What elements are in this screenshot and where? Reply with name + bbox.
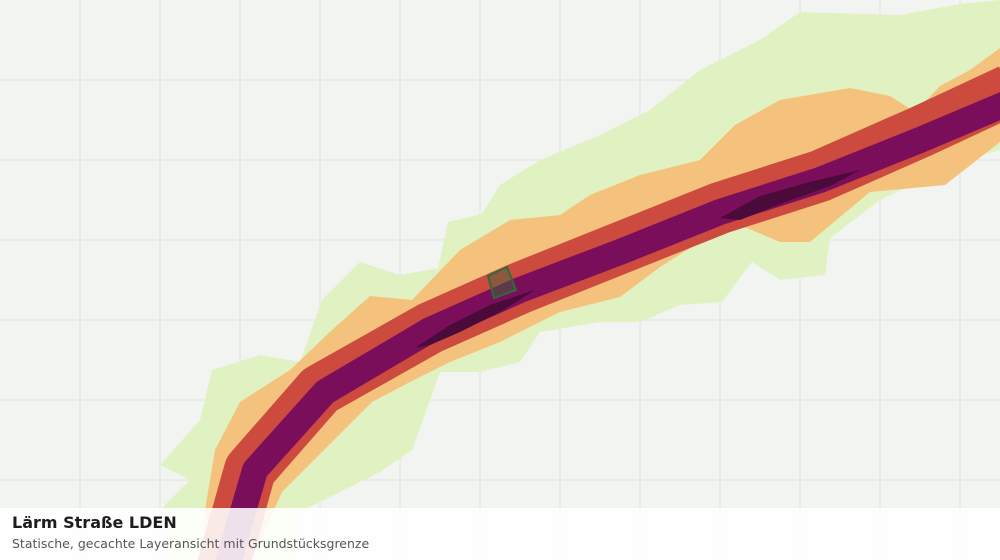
noise-zone-extreme <box>720 170 860 220</box>
caption-panel <box>0 508 1000 560</box>
noise-zone-extreme <box>415 290 535 348</box>
noise-zone-very-high <box>215 92 1000 560</box>
parcel-boundary <box>486 265 518 300</box>
layer-subtitle: Statische, gecachte Layeransicht mit Gru… <box>12 536 369 551</box>
layer-title: Lärm Straße LDEN <box>12 513 177 532</box>
